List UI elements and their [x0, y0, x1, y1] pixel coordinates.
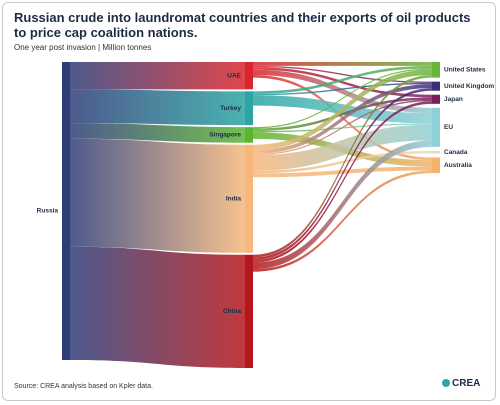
- node-label: China: [223, 308, 241, 315]
- frame: [2, 2, 496, 401]
- node: [62, 62, 70, 360]
- flow: [70, 123, 245, 143]
- flow: [253, 62, 432, 66]
- flow: [253, 82, 432, 96]
- node: [432, 94, 440, 104]
- flow: [70, 62, 245, 90]
- node-label: Canada: [444, 149, 468, 156]
- node: [432, 157, 440, 174]
- node-label: UAE: [227, 72, 241, 79]
- logo-text: CREA: [452, 378, 481, 389]
- flow: [253, 170, 432, 272]
- node-label: Australia: [444, 162, 472, 169]
- flow: [70, 246, 245, 368]
- node-label: Russia: [37, 208, 59, 215]
- node: [245, 62, 253, 90]
- flow: [253, 65, 432, 83]
- node: [432, 150, 440, 154]
- node: [245, 254, 253, 368]
- node-label: EU: [444, 124, 453, 131]
- node-label: India: [226, 196, 242, 203]
- flow: [253, 75, 432, 258]
- node: [432, 107, 440, 147]
- logo: CREA: [442, 378, 480, 389]
- node: [245, 127, 253, 143]
- chart-title: Russian crude into laundromat countries …: [14, 10, 471, 40]
- node-label: Japan: [444, 96, 463, 103]
- node: [432, 62, 440, 78]
- logo-icon: [442, 379, 450, 387]
- node: [432, 81, 440, 91]
- flow: [253, 65, 432, 94]
- flow: [253, 68, 432, 129]
- flow: [253, 69, 432, 150]
- node-label: Singapore: [209, 132, 241, 139]
- flow: [253, 166, 432, 178]
- flow: [70, 138, 245, 253]
- node-label: United Kingdom: [444, 83, 494, 90]
- node-label: Turkey: [220, 105, 241, 112]
- chart-subtitle: One year post invasion | Million tonnes: [14, 43, 152, 52]
- flow: [253, 101, 432, 263]
- flow: [253, 99, 432, 156]
- flow: [253, 140, 432, 270]
- flow: [253, 88, 432, 260]
- node: [245, 91, 253, 126]
- flow: [70, 89, 245, 126]
- flow: [253, 67, 432, 98]
- flow: [253, 69, 432, 114]
- links: [70, 62, 432, 368]
- node: [245, 144, 253, 253]
- node-label: United States: [444, 67, 486, 74]
- flow: [253, 150, 432, 174]
- flow: [253, 124, 432, 171]
- flow: [253, 97, 432, 132]
- flow: [253, 84, 432, 154]
- source-note: Source: CREA analysis based on Kpler dat…: [14, 383, 153, 390]
